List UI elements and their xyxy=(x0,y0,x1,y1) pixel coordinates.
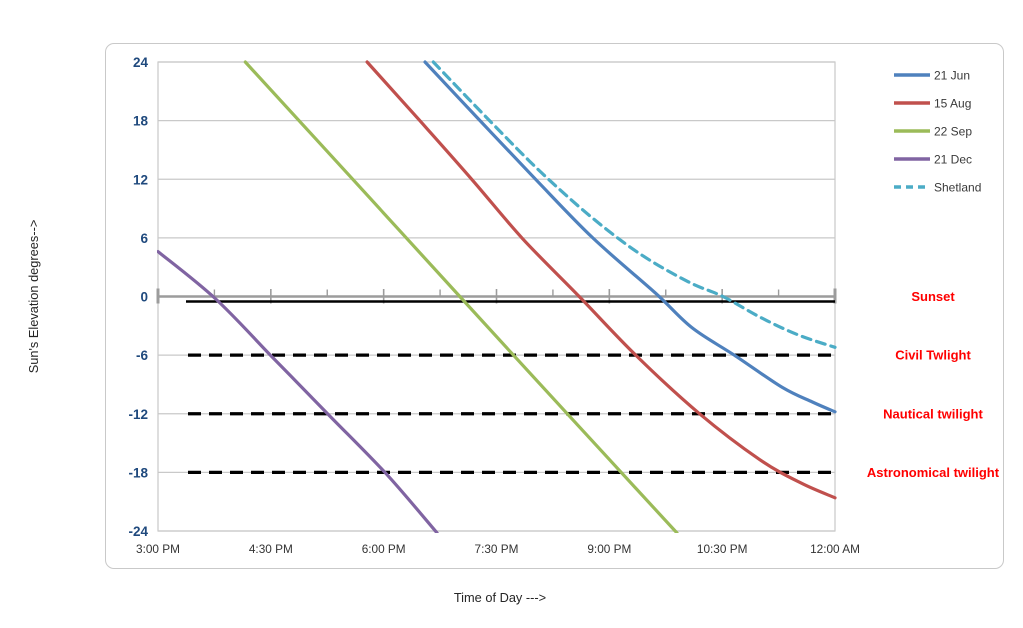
x-axis-title: Time of Day ---> xyxy=(454,590,546,605)
legend-label: 22 Sep xyxy=(934,125,972,139)
y-axis-title: Sun's Elevation degrees--> xyxy=(26,220,41,374)
series-line-21-dec xyxy=(157,250,439,533)
x-tick-label: 6:00 PM xyxy=(362,542,406,556)
series-lines xyxy=(157,60,837,533)
x-tick-label: 4:30 PM xyxy=(249,542,293,556)
series-line-22-sep xyxy=(243,60,679,533)
y-tick-label: 0 xyxy=(140,290,148,305)
y-tick-label: 18 xyxy=(133,114,149,129)
series-line-15-aug xyxy=(365,60,837,500)
legend-label: Shetland xyxy=(934,181,981,195)
y-tick-label: 24 xyxy=(133,55,149,70)
y-tick-label: 6 xyxy=(140,231,148,246)
legend-label: 21 Jun xyxy=(934,69,970,83)
legend-label: 21 Dec xyxy=(934,153,972,167)
y-tick-label: -12 xyxy=(128,407,148,422)
y-tick-label: 12 xyxy=(133,172,148,187)
twilight-annotations: Sunset Civil Twlight Nautical twilight Astr… xyxy=(867,289,1000,480)
y-tick-label: -24 xyxy=(128,524,148,539)
legend-label: 15 Aug xyxy=(934,97,971,111)
y-axis-labels: 24 18 12 6 0 -6 -12 -18 -24 xyxy=(128,55,148,539)
twilight-label: Astronomical twilight xyxy=(867,465,1000,480)
series-line-shetland xyxy=(431,60,837,349)
x-tick-label: 12:00 AM xyxy=(810,542,860,556)
x-axis-labels: 3:00 PM 4:30 PM 6:00 PM 7:30 PM 9:00 PM 10:30… xyxy=(136,542,860,556)
legend: 21 Jun 15 Aug 22 Sep 21 Dec Shetland xyxy=(894,69,981,195)
y-tick-label: -18 xyxy=(128,465,148,480)
reference-lines xyxy=(186,300,835,474)
twilight-label: Civil Twlight xyxy=(895,348,971,363)
chart-frame xyxy=(105,43,1004,569)
x-tick-label: 9:00 PM xyxy=(587,542,631,556)
x-tick-label: 7:30 PM xyxy=(475,542,519,556)
x-tick-label: 10:30 PM xyxy=(697,542,748,556)
twilight-label: Nautical twilight xyxy=(883,406,983,421)
x-tick-label: 3:00 PM xyxy=(136,542,180,556)
y-tick-label: -6 xyxy=(136,348,148,363)
series-line-21-jun xyxy=(423,60,837,414)
twilight-label: Sunset xyxy=(911,289,955,304)
